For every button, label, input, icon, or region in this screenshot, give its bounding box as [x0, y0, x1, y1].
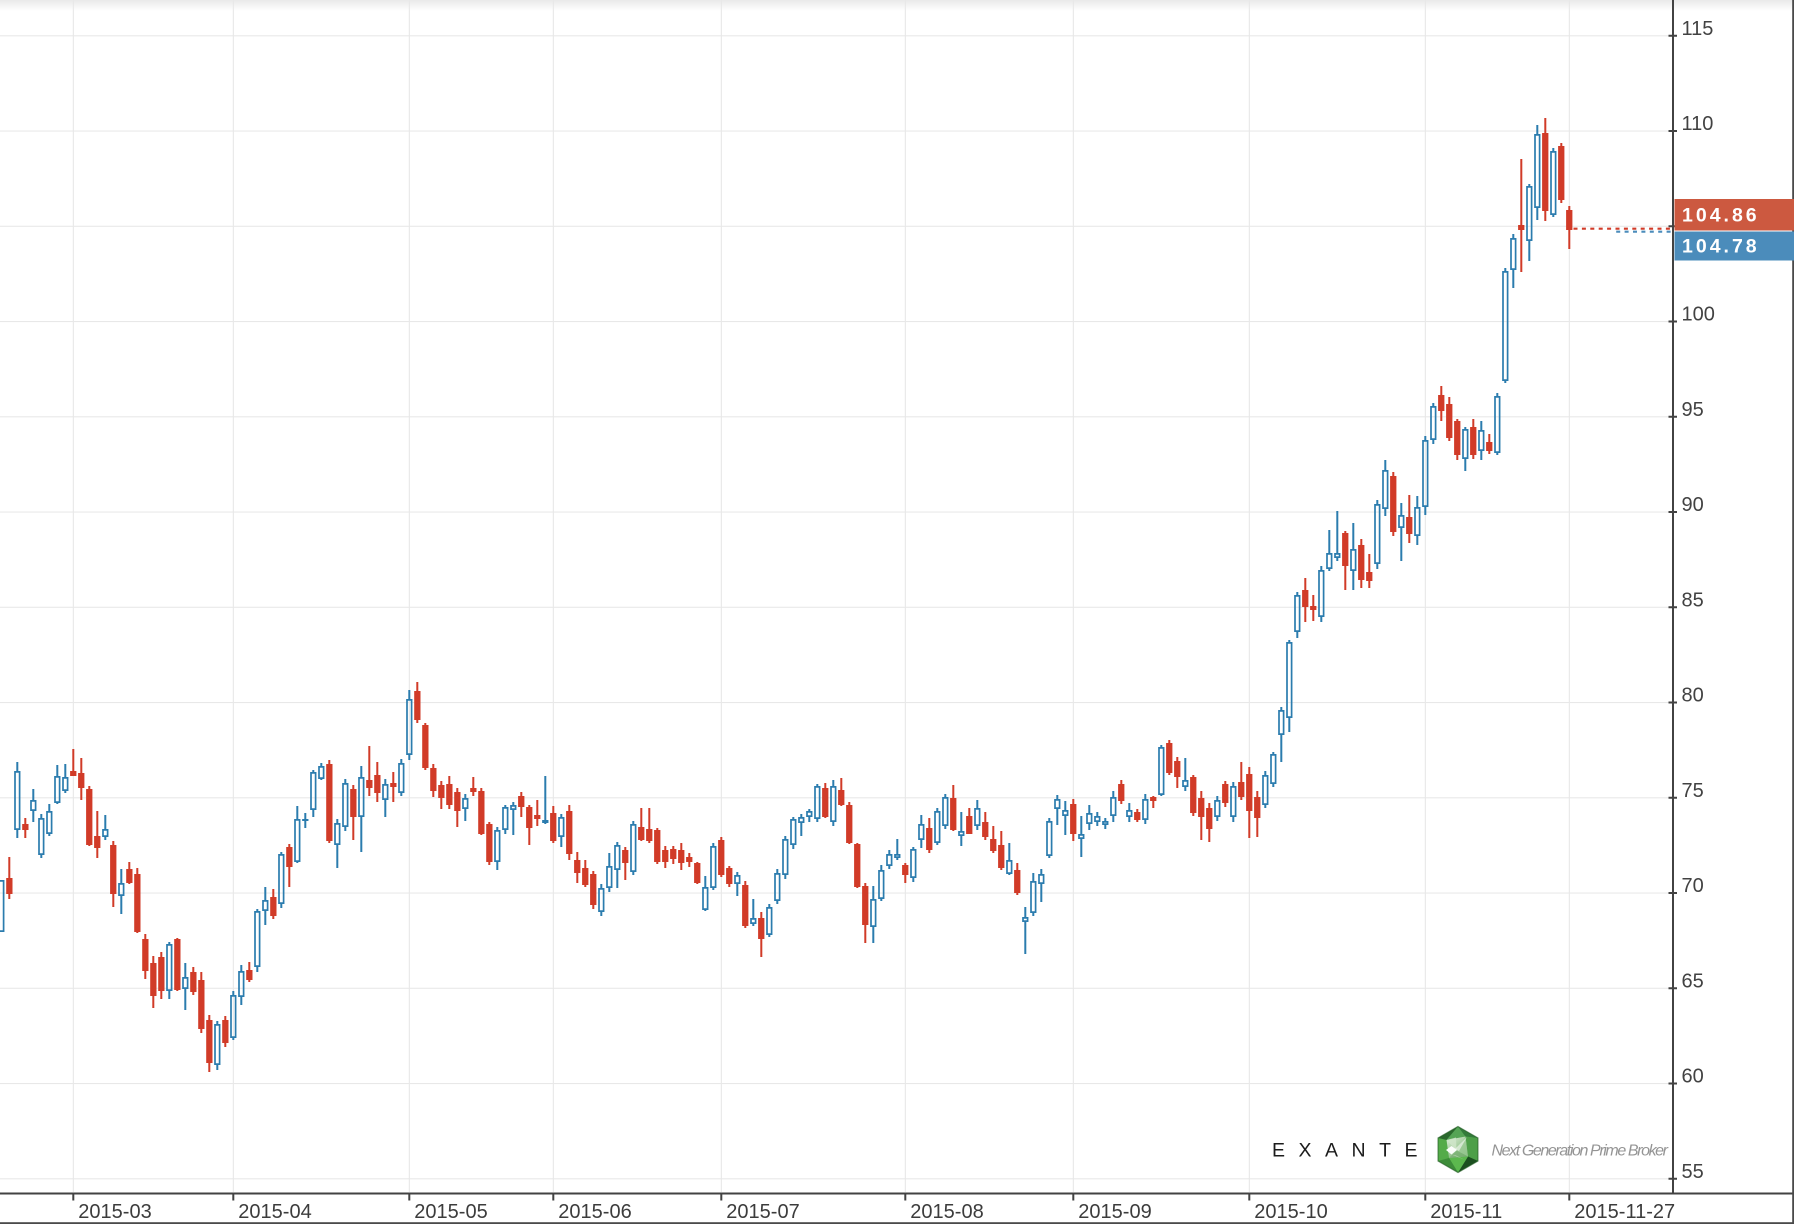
- svg-text:55: 55: [1682, 1161, 1704, 1183]
- svg-text:2015-11: 2015-11: [1430, 1201, 1502, 1223]
- svg-text:2015-09: 2015-09: [1078, 1201, 1151, 1223]
- svg-text:104.78: 104.78: [1682, 236, 1760, 258]
- svg-text:2015-11-27: 2015-11-27: [1574, 1201, 1675, 1223]
- svg-text:115: 115: [1682, 18, 1714, 40]
- svg-text:65: 65: [1682, 970, 1704, 992]
- svg-text:2015-03: 2015-03: [78, 1201, 151, 1223]
- svg-text:EXANTE: EXANTE: [1272, 1140, 1431, 1162]
- svg-text:2015-07: 2015-07: [726, 1201, 799, 1223]
- svg-text:90: 90: [1682, 494, 1704, 516]
- svg-text:110: 110: [1682, 113, 1714, 135]
- svg-text:85: 85: [1682, 589, 1704, 611]
- svg-text:75: 75: [1682, 780, 1704, 802]
- svg-text:95: 95: [1682, 399, 1704, 421]
- svg-text:60: 60: [1682, 1066, 1704, 1088]
- svg-text:100: 100: [1682, 304, 1715, 326]
- svg-text:2015-05: 2015-05: [414, 1201, 487, 1223]
- svg-text:2015-08: 2015-08: [910, 1201, 983, 1223]
- svg-text:2015-06: 2015-06: [558, 1201, 631, 1223]
- svg-text:104.86: 104.86: [1682, 205, 1760, 227]
- svg-text:2015-04: 2015-04: [238, 1201, 311, 1223]
- svg-text:2015-10: 2015-10: [1254, 1201, 1327, 1223]
- svg-text:Next Generation Prime Broker: Next Generation Prime Broker: [1492, 1143, 1669, 1160]
- svg-text:80: 80: [1682, 685, 1704, 707]
- svg-text:70: 70: [1682, 875, 1704, 897]
